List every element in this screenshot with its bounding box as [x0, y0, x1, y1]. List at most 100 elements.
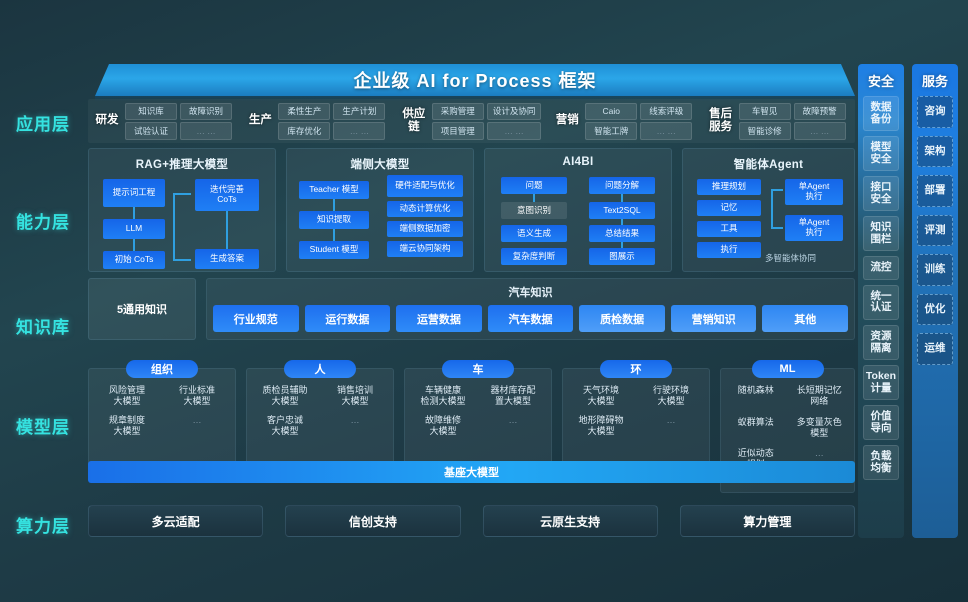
model-group-vehicle[interactable]: 车 车辆健康 检测大模型 器材库存配 置大模型 故障维修 大模型 …: [404, 360, 552, 473]
ab-box[interactable]: Teacher 模型: [299, 181, 369, 199]
knowledge-chip[interactable]: 营销知识: [670, 305, 757, 332]
service-rail-item[interactable]: 训练: [917, 254, 953, 286]
model-cell[interactable]: 行业标准 大模型: [178, 385, 215, 407]
ab-box[interactable]: 推理规划: [697, 179, 761, 195]
app-chip[interactable]: 智能工牌: [585, 122, 638, 140]
model-cell[interactable]: 行驶环境 大模型: [652, 385, 689, 407]
compute-chip[interactable]: 算力管理: [679, 505, 855, 537]
security-rail-item[interactable]: 模型 安全: [863, 136, 899, 172]
model-cell-more[interactable]: …: [350, 414, 360, 425]
model-cell[interactable]: 质检员辅助 大模型: [262, 385, 308, 407]
security-rail-item[interactable]: 统一 认证: [863, 284, 899, 321]
compute-chip[interactable]: 云原生支持: [482, 505, 658, 537]
app-chip-more[interactable]: … …: [180, 122, 232, 140]
ab-box[interactable]: 执行: [697, 242, 761, 258]
security-rail-item[interactable]: 知识 围栏: [863, 216, 899, 252]
app-chip[interactable]: 采购管理: [431, 102, 484, 120]
model-cell[interactable]: 地形障碍物 大模型: [578, 414, 624, 436]
app-chip[interactable]: 智能诊修: [738, 122, 791, 140]
service-rail-item[interactable]: 架构: [917, 135, 953, 168]
ab-box[interactable]: 问题: [501, 177, 567, 194]
app-group-aftersales[interactable]: 售后服务 车智见 智能诊修 故障预警 … …: [702, 101, 855, 141]
app-chip[interactable]: 项目管理: [431, 122, 484, 140]
knowledge-chip[interactable]: 其他: [762, 305, 849, 332]
ab-box[interactable]: 记忆: [697, 200, 761, 216]
ab-box[interactable]: 提示词工程: [103, 179, 165, 207]
app-group-rd[interactable]: 研发 知识库 试验认证 故障识别 … …: [88, 101, 241, 141]
model-cell-more[interactable]: …: [508, 414, 518, 425]
app-group-production[interactable]: 生产 柔性生产 库存优化 生产计划 … …: [241, 101, 394, 141]
knowledge-chip[interactable]: 质检数据: [579, 305, 665, 332]
ab-box[interactable]: 语义生成: [501, 225, 567, 242]
security-rail-item[interactable]: 流控: [863, 256, 899, 280]
ability-card-rag[interactable]: RAG+推理大模型 提示词工程 LLM 初始 CoTs 迭代完善 CoTs 生成…: [88, 148, 276, 272]
security-rail-item[interactable]: 接口 安全: [863, 176, 899, 212]
service-rail-item[interactable]: 优化: [917, 293, 953, 326]
service-rail-item[interactable]: 咨询: [917, 96, 953, 128]
security-rail-item[interactable]: 负载 均衡: [863, 445, 899, 481]
model-cell[interactable]: 多变量灰色 模型: [796, 416, 842, 438]
ability-card-agent[interactable]: 智能体Agent 推理规划 记忆 工具 执行 单Agent 执行 单Agent …: [682, 148, 855, 272]
ability-card-edge-model[interactable]: 端侧大模型 Teacher 模型 知识提取 Student 模型 硬件适配与优化…: [286, 148, 474, 272]
knowledge-chip[interactable]: 运营数据: [396, 305, 482, 332]
model-cell[interactable]: 随机森林: [737, 385, 774, 395]
ab-box[interactable]: LLM: [103, 219, 165, 239]
model-cell[interactable]: 车辆健康 检测大模型: [420, 385, 466, 407]
ab-box[interactable]: 图展示: [589, 248, 655, 265]
base-model-bar[interactable]: 基座大模型: [88, 461, 855, 483]
security-rail-item[interactable]: 数据 备份: [863, 96, 899, 132]
ab-box[interactable]: 迭代完善 CoTs: [195, 179, 259, 211]
app-chip[interactable]: 车智见: [738, 102, 791, 120]
app-chip[interactable]: 生产计划: [333, 102, 386, 120]
security-rail-item[interactable]: 资源 隔离: [863, 325, 899, 361]
knowledge-chip[interactable]: 运行数据: [304, 305, 391, 332]
ab-box[interactable]: 端侧数据加密: [387, 221, 463, 237]
model-cell-more[interactable]: …: [666, 414, 676, 425]
service-rail-item[interactable]: 运维: [917, 333, 953, 365]
model-group-environment[interactable]: 环 天气环境 大模型 行驶环境 大模型 地形障碍物 大模型 …: [562, 360, 710, 473]
model-cell[interactable]: 长短期记忆 网络: [796, 385, 842, 407]
ab-box[interactable]: 总结结果: [589, 225, 655, 242]
app-chip[interactable]: 故障识别: [180, 102, 232, 120]
app-chip[interactable]: 设计及协同: [486, 102, 542, 120]
app-chip[interactable]: 知识库: [125, 102, 177, 120]
ab-box[interactable]: 动态计算优化: [387, 201, 463, 217]
compute-chip[interactable]: 多云适配: [88, 505, 264, 537]
ab-box[interactable]: 初始 CoTs: [103, 251, 165, 269]
app-chip-more[interactable]: … …: [486, 122, 542, 140]
security-rail-item[interactable]: 价值 导向: [863, 405, 899, 441]
ab-box[interactable]: Text2SQL: [589, 202, 655, 219]
ab-box[interactable]: Student 模型: [299, 241, 369, 259]
app-chip[interactable]: Caio: [585, 102, 638, 120]
model-group-people[interactable]: 人 质检员辅助 大模型 销售培训 大模型 客户忠诚 大模型 …: [246, 360, 394, 473]
ab-box[interactable]: 工具: [697, 221, 761, 237]
service-rail-item[interactable]: 部署: [917, 175, 953, 207]
model-cell[interactable]: 风险管理 大模型: [108, 385, 145, 407]
app-group-marketing[interactable]: 营销 Caio 智能工牌 线索评级 … …: [548, 101, 701, 141]
model-cell-more[interactable]: …: [192, 414, 202, 425]
app-chip-more[interactable]: … …: [640, 122, 693, 140]
model-cell[interactable]: 规章制度 大模型: [108, 414, 145, 436]
knowledge-chip[interactable]: 汽车数据: [487, 305, 574, 332]
ab-box[interactable]: 知识提取: [299, 211, 369, 229]
knowledge-chip[interactable]: 行业规范: [213, 305, 299, 332]
app-chip[interactable]: 柔性生产: [278, 102, 331, 120]
app-chip-more[interactable]: … …: [333, 122, 386, 140]
security-rail-item[interactable]: Token 计量: [863, 365, 899, 401]
ability-card-ai4bi[interactable]: AI4BI 问题 意图识别 语义生成 复杂度判断 问题分解 Text2SQL 总…: [484, 148, 672, 272]
ab-box[interactable]: 单Agent 执行: [785, 179, 843, 205]
model-cell[interactable]: 销售培训 大模型: [336, 385, 373, 407]
model-cell[interactable]: 故障维修 大模型: [424, 414, 461, 436]
model-cell[interactable]: 蚁群算法: [737, 416, 774, 427]
ab-box[interactable]: 复杂度判断: [501, 248, 567, 265]
model-cell-more[interactable]: …: [814, 448, 824, 458]
ab-box[interactable]: 生成答案: [195, 249, 259, 269]
ab-box[interactable]: 问题分解: [589, 177, 655, 194]
app-chip[interactable]: 试验认证: [125, 122, 177, 140]
ab-box[interactable]: 单Agent 执行: [785, 215, 843, 241]
ab-box[interactable]: 意图识别: [501, 202, 567, 219]
knowledge-general[interactable]: 5通用知识: [88, 278, 196, 340]
model-group-organization[interactable]: 组织 风险管理 大模型 行业标准 大模型 规章制度 大模型 …: [88, 360, 236, 473]
app-chip-more[interactable]: … …: [793, 122, 846, 140]
ab-box[interactable]: 端云协同架构: [387, 241, 463, 257]
